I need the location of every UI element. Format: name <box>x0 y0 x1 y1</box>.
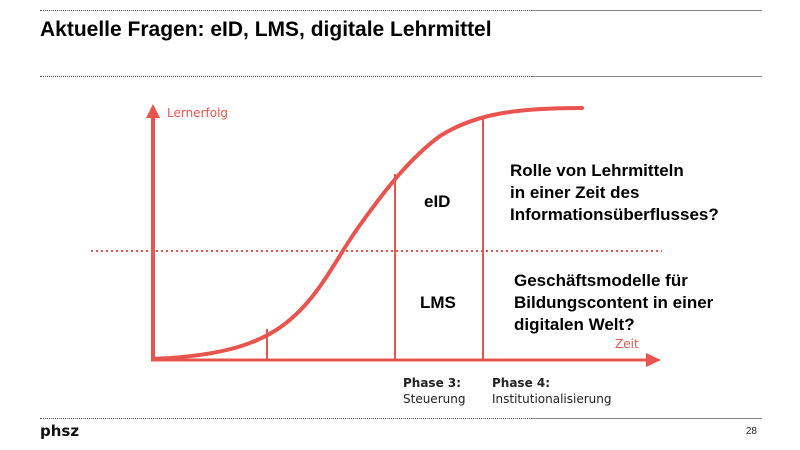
question-line: Rolle von Lehrmitteln <box>510 161 684 180</box>
y-axis-label: Lernerfolg <box>167 106 229 120</box>
question-line: Informationsüberflusses? <box>510 205 719 224</box>
phase-title: Phase 4: <box>492 376 551 390</box>
question-line: digitalen Welt? <box>514 315 635 334</box>
region-label-lms: LMS <box>420 293 456 312</box>
x-axis-arrow-icon <box>646 353 661 367</box>
region-label-eid: eID <box>424 192 451 211</box>
y-axis-arrow-icon <box>146 104 160 118</box>
question-line: in einer Zeit des <box>510 183 640 202</box>
learning-s-curve <box>151 106 584 361</box>
slide-title: Aktuelle Fragen: eID, LMS, digitale Lehr… <box>40 18 492 41</box>
page-number: 28 <box>745 426 757 437</box>
phase-name: Institutionalisierung <box>492 392 612 406</box>
question-geschaeftsmodelle: Geschäftsmodelle für Bildungscontent in … <box>514 270 713 336</box>
phsz-logo: phsz <box>40 422 80 440</box>
footer-divider <box>40 418 762 419</box>
phase-4-label: Phase 4: Institutionalisierung <box>492 375 611 407</box>
top-divider <box>40 10 762 11</box>
title-divider <box>40 76 762 77</box>
x-axis-label: Zeit <box>615 337 639 351</box>
phase-name: Steuerung <box>403 392 466 406</box>
phase-3-label: Phase 3: Steuerung <box>403 375 465 407</box>
phase-title: Phase 3: <box>403 376 462 390</box>
question-line: Bildungscontent in einer <box>514 293 714 312</box>
question-lehrmittel: Rolle von Lehrmitteln in einer Zeit des … <box>510 160 719 226</box>
question-line: Geschäftsmodelle für <box>514 271 688 290</box>
